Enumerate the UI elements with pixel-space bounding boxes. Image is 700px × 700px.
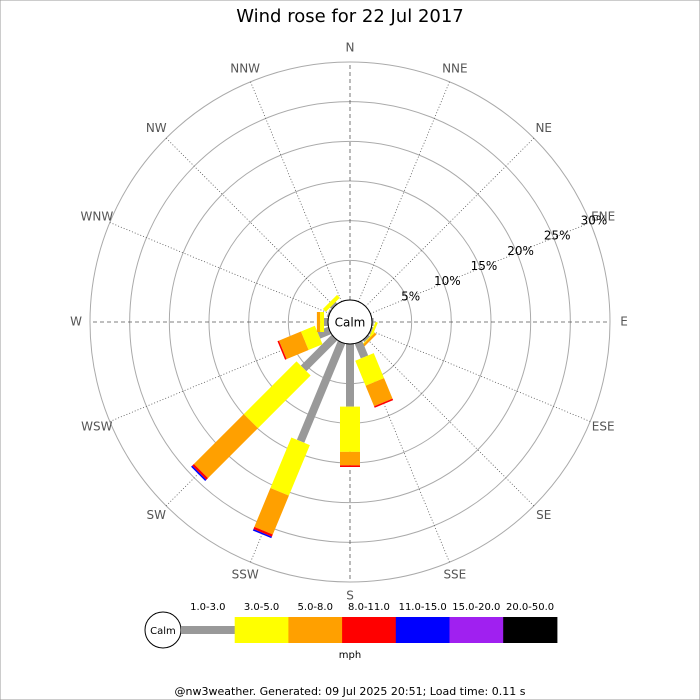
direction-label: SW — [147, 508, 167, 522]
calm-circle — [327, 299, 373, 345]
bar-segment — [300, 334, 338, 372]
ring — [168, 140, 532, 504]
bar-segment — [374, 398, 394, 408]
direction-label: SE — [536, 508, 551, 522]
bar-segment — [354, 340, 369, 359]
direction-label: W — [70, 315, 82, 329]
bar-segment — [278, 331, 309, 360]
direction-label: NE — [535, 121, 552, 135]
direction-label: WNW — [80, 210, 113, 224]
bar-segment — [317, 326, 332, 339]
ring-label: 30% — [581, 213, 608, 227]
bar-segment — [340, 406, 360, 452]
bar-segment — [368, 326, 374, 335]
bar-segment — [340, 465, 360, 467]
legend-swatch — [449, 617, 504, 643]
legend-calm-label: Calm — [150, 626, 176, 637]
bar-segment — [360, 332, 375, 347]
bar-segment — [243, 361, 311, 429]
legend-label: 5.0-8.0 — [298, 602, 333, 613]
spoke — [370, 330, 591, 422]
direction-label: N — [346, 41, 355, 55]
legend-swatch — [342, 617, 397, 643]
legend-label: 15.0-20.0 — [452, 602, 500, 613]
ring-label: 5% — [401, 289, 420, 303]
bar-segment — [254, 488, 289, 535]
bar-segment — [329, 301, 338, 310]
bar-segment — [340, 451, 360, 466]
direction-label: ESE — [592, 419, 615, 433]
direction-label: E — [620, 315, 628, 329]
spoke — [358, 81, 450, 302]
spoke — [165, 137, 335, 307]
legend-label: 1.0-3.0 — [190, 602, 225, 613]
spoke — [250, 81, 342, 302]
bar-segment — [296, 340, 346, 443]
bar-segment — [362, 334, 371, 343]
bar-segment — [191, 465, 207, 481]
legend-swatch — [395, 617, 450, 643]
direction-label: NW — [146, 121, 167, 135]
spoke — [365, 137, 535, 307]
bar-segment — [360, 332, 377, 349]
bar-segment — [355, 353, 385, 386]
chart-title: Wind rose for 22 Jul 2017 — [236, 6, 464, 27]
bar-segment — [270, 437, 310, 496]
bar-segment — [277, 340, 287, 360]
bar-segment — [193, 414, 258, 479]
direction-label: NNE — [442, 61, 468, 75]
direction-label: NNW — [230, 61, 260, 75]
direction-label: SSW — [232, 568, 259, 582]
footer: @nw3weather. Generated: 09 Jul 2025 20:5… — [175, 685, 526, 698]
ring-label: 15% — [471, 259, 498, 273]
bar-segment — [324, 318, 328, 326]
spoke — [370, 222, 591, 314]
direction-label: ENE — [591, 210, 615, 224]
ring — [89, 61, 611, 583]
direction-label: S — [346, 589, 354, 603]
bar-segment — [320, 312, 325, 332]
bar-segment — [365, 378, 393, 407]
legend-label: 3.0-5.0 — [244, 602, 279, 613]
bar-segment — [253, 526, 273, 537]
bar-segment — [192, 463, 209, 480]
calm-label: Calm — [335, 316, 366, 330]
ring-label: 20% — [507, 244, 534, 258]
legend-swatch — [181, 626, 236, 634]
legend-swatch — [503, 617, 558, 643]
legend-label: 20.0-50.0 — [506, 602, 554, 613]
legend-label: 8.0-11.0 — [348, 602, 390, 613]
direction-label: SSE — [443, 568, 466, 582]
bar-segment — [322, 294, 340, 312]
spoke — [109, 222, 330, 314]
ring-label: 25% — [544, 229, 571, 243]
ring-label: 10% — [434, 274, 461, 288]
bar-segment — [252, 529, 272, 539]
bar-segment — [326, 309, 332, 318]
direction-label: WSW — [81, 419, 112, 433]
unit-label: mph — [339, 650, 361, 661]
legend-label: 11.0-15.0 — [399, 602, 447, 613]
spoke — [365, 337, 535, 507]
bar-segment — [346, 344, 354, 407]
bar-segment — [316, 312, 321, 332]
legend-swatch — [288, 617, 343, 643]
legend-swatch — [234, 617, 289, 643]
